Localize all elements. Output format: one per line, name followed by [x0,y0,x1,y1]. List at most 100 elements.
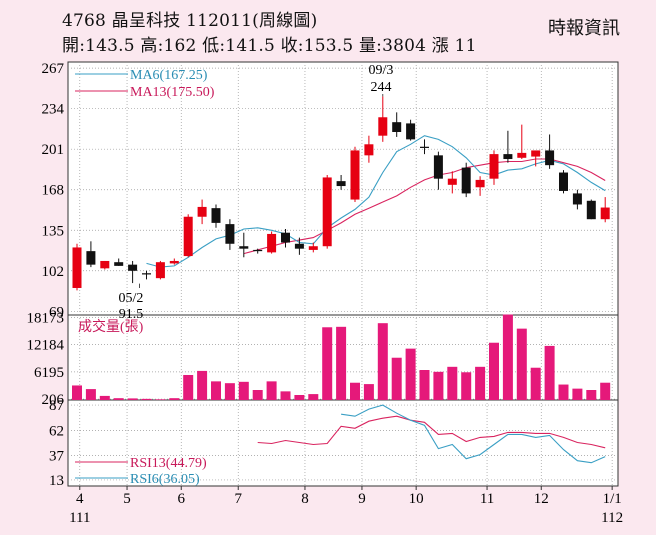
volume-bar [489,342,499,400]
volume-bar [322,327,333,400]
volume-y-tick-label: 6195 [34,365,64,381]
volume-bar [502,314,513,400]
x-tick-year-label: 112 [601,510,623,526]
ohlc-summary: 開:143.5 高:162 低:141.5 收:153.5 量:3804 漲 1… [62,36,477,56]
candle-body [378,117,388,136]
volume-bar [377,323,388,400]
volume-bar [572,388,583,400]
candle-body [169,260,179,264]
price-y-tick-label: 168 [42,183,65,199]
volume-bar [294,395,305,400]
x-tick-label: 1/1 [603,491,622,507]
candle-body [142,273,151,275]
candle-body [211,208,221,223]
x-tick-label: 5 [123,491,131,507]
x-tick-label: 4 [76,491,84,507]
candle-body [197,206,207,217]
candle-body [114,262,124,266]
volume-bar [405,348,416,400]
candle-body [322,177,332,247]
volume-bar [350,382,360,400]
volume-bar [99,395,110,400]
volume-y-tick-label: 18173 [27,310,65,326]
candle-body [489,154,499,179]
x-tick-label: 8 [301,491,309,507]
volume-bar [516,328,527,400]
candle-body [336,181,346,187]
x-tick-year-label: 111 [69,510,90,526]
volume-bar [113,398,124,400]
candle-body [420,146,429,148]
candle-body [447,178,457,185]
candle-body [364,144,374,156]
volume-bar [586,390,597,400]
volume-bar [433,371,444,400]
price-y-tick-label: 267 [42,61,65,77]
volume-bar [447,366,458,400]
rsi6-legend-label: RSI6(36.05) [130,472,200,487]
annotation-low-date: 05/2 [119,291,144,306]
candle-body [545,150,555,166]
x-tick-label: 11 [480,491,494,507]
rsi-y-tick-label: 62 [49,423,64,439]
annotation-low-value: 91.5 [119,307,144,322]
candle-body [308,246,318,250]
volume-bar [72,385,82,400]
x-tick-label: 10 [409,491,424,507]
volume-bar [530,367,541,400]
candle-body [350,150,360,200]
volume-bars [72,314,611,400]
volume-bar [544,345,555,400]
ma13-legend-label: MA13(175.50) [130,85,215,100]
rsi13-legend-label: RSI13(44.79) [130,456,207,471]
volume-bar [211,381,221,400]
candle-body [461,167,471,194]
price-y-tick-label: 201 [42,142,65,158]
annotation-high: 09/3 244 [369,63,394,95]
volume-bar [600,382,611,400]
volume-bar [558,384,569,400]
volume-bar [155,399,166,400]
rsi-legend: RSI13(44.79) RSI6(36.05) [75,456,207,487]
volume-y-tick-label: 12184 [27,338,65,354]
candle-body [503,154,513,160]
volume-bar [419,370,430,400]
rsi6-line [341,404,606,464]
rsi-y-tick-label: 87 [49,398,65,414]
candle-body [392,122,402,133]
price-y-tick-label: 135 [42,223,65,239]
ma6-legend-label: MA6(167.25) [130,68,208,83]
ma13-line [243,158,606,255]
candle-body [531,150,541,157]
volume-bar [85,389,96,400]
x-tick-label: 6 [178,491,186,507]
axis-labels: 4 111 5 6 7 8 9 10 11 12 1/1 112 267 234 201 168 135 102 6… [27,61,624,526]
ma6-line [146,135,606,268]
volume-bar [391,357,402,400]
x-tick-label: 9 [358,491,366,507]
candle-body [281,232,290,243]
candle-body [475,179,485,188]
ma-legend: MA6(167.25) MA13(175.50) [75,68,215,100]
rsi-y-tick-label: 37 [49,449,65,465]
volume-bar [141,398,152,400]
volume-bar [169,398,180,400]
candle-body [559,172,568,191]
volume-bar [183,375,194,400]
candle-body [100,260,110,269]
price-y-tick-label: 69 [49,304,64,320]
volume-bar [252,390,263,400]
candle-body [128,264,138,271]
volume-bar [363,384,374,400]
volume-bar [224,383,235,400]
candle-body [517,152,527,158]
candle-body [86,251,96,265]
volume-bar [308,394,319,400]
volume-bar [197,370,208,400]
volume-label: 成交量(張) [78,318,144,335]
rsi-y-tick-label: 13 [49,473,64,489]
candle-body [586,200,596,220]
candle-body [406,123,416,140]
candle-body [155,262,165,279]
